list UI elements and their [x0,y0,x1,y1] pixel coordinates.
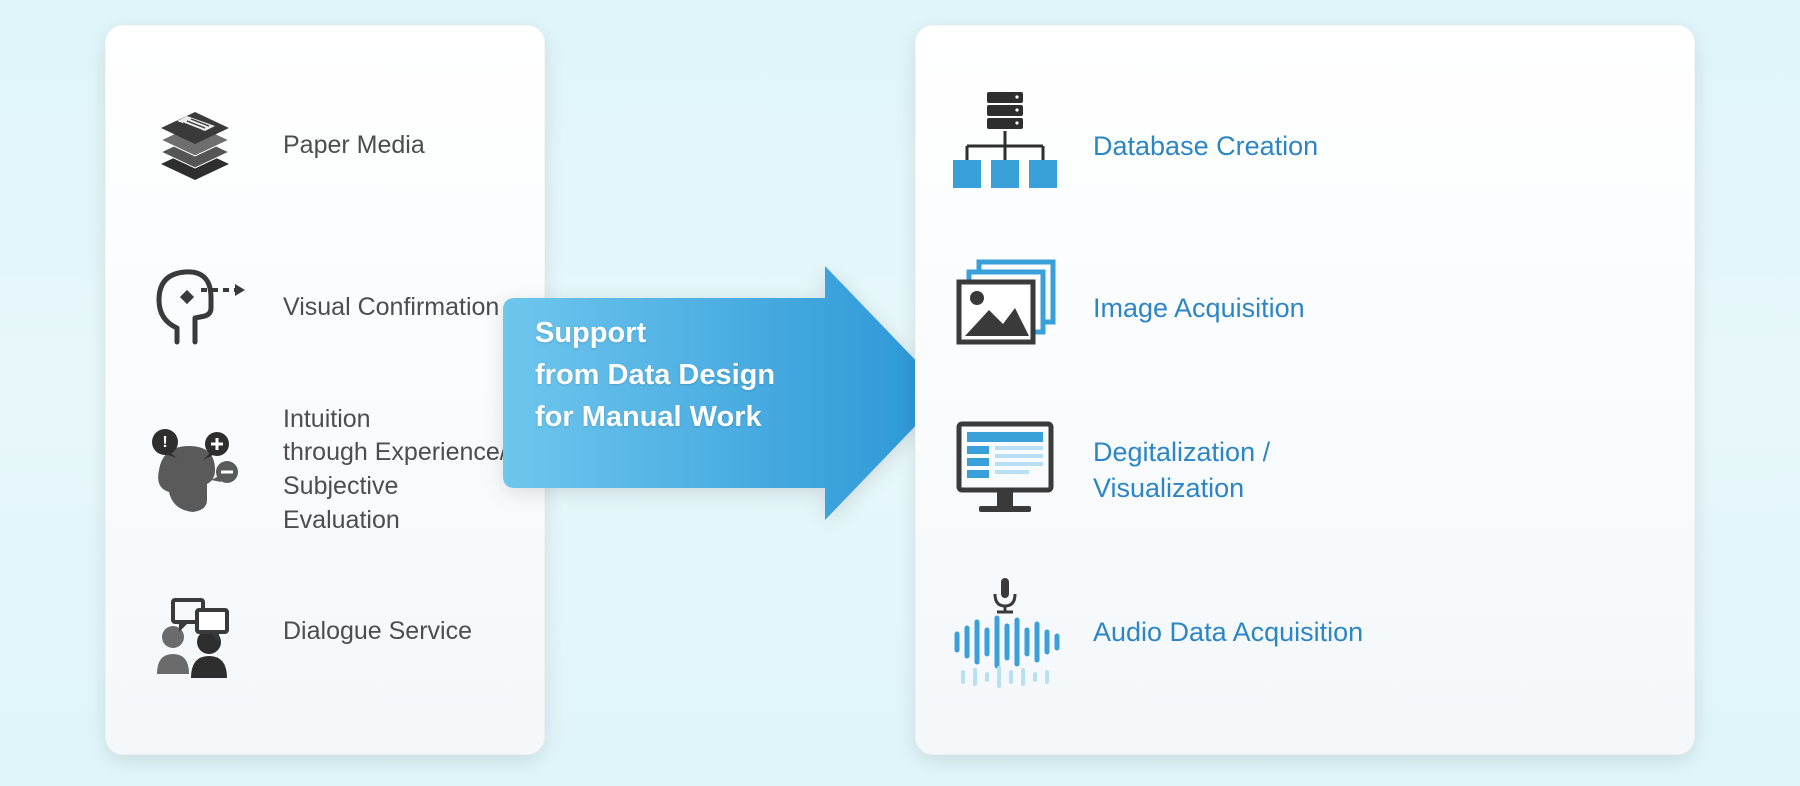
left-label-3: Dialogue Service [283,615,472,649]
right-label-0: Database Creation [1093,128,1318,164]
right-label-3: Audio Data Acquisition [1093,614,1363,650]
right-row-1: Image Acquisition [945,227,1665,389]
left-row-3: Dialogue Service [135,551,515,713]
left-row-1: Visual Confirmation [135,227,515,389]
center-arrow-text: Support from Data Design for Manual Work [535,312,835,438]
right-label-2: Degitalization / Visualization [1093,434,1270,507]
left-label-2: Intuition through Experience/ Subjective… [283,403,515,538]
head-bubbles-icon: ! [135,410,255,530]
center-line1: Support [535,317,646,349]
audio-icon [945,572,1065,692]
dialogue-icon [135,572,255,692]
diagram-stage: Paper Media Visual Confirmation ! [0,0,1800,786]
monitor-icon [945,410,1065,530]
right-row-3: Audio Data Acquisition [945,551,1665,713]
right-label-1: Image Acquisition [1093,290,1305,326]
left-row-0: Paper Media [135,65,515,227]
right-row-2: Degitalization / Visualization [945,389,1665,551]
left-panel: Paper Media Visual Confirmation ! [105,25,545,755]
left-label-0: Paper Media [283,129,425,163]
center-line2: from Data Design [535,359,775,391]
right-panel: Database Creation Image Acquisition [915,25,1695,755]
svg-text:!: ! [162,434,167,451]
center-line3: for Manual Work [535,401,762,433]
images-icon [945,248,1065,368]
right-row-0: Database Creation [945,65,1665,227]
left-label-1: Visual Confirmation [283,291,499,325]
db-tree-icon [945,86,1065,206]
head-eye-icon [135,248,255,368]
stack-icon [135,86,255,206]
left-row-2: ! Intuition through Experience/ Subjecti… [135,389,515,551]
